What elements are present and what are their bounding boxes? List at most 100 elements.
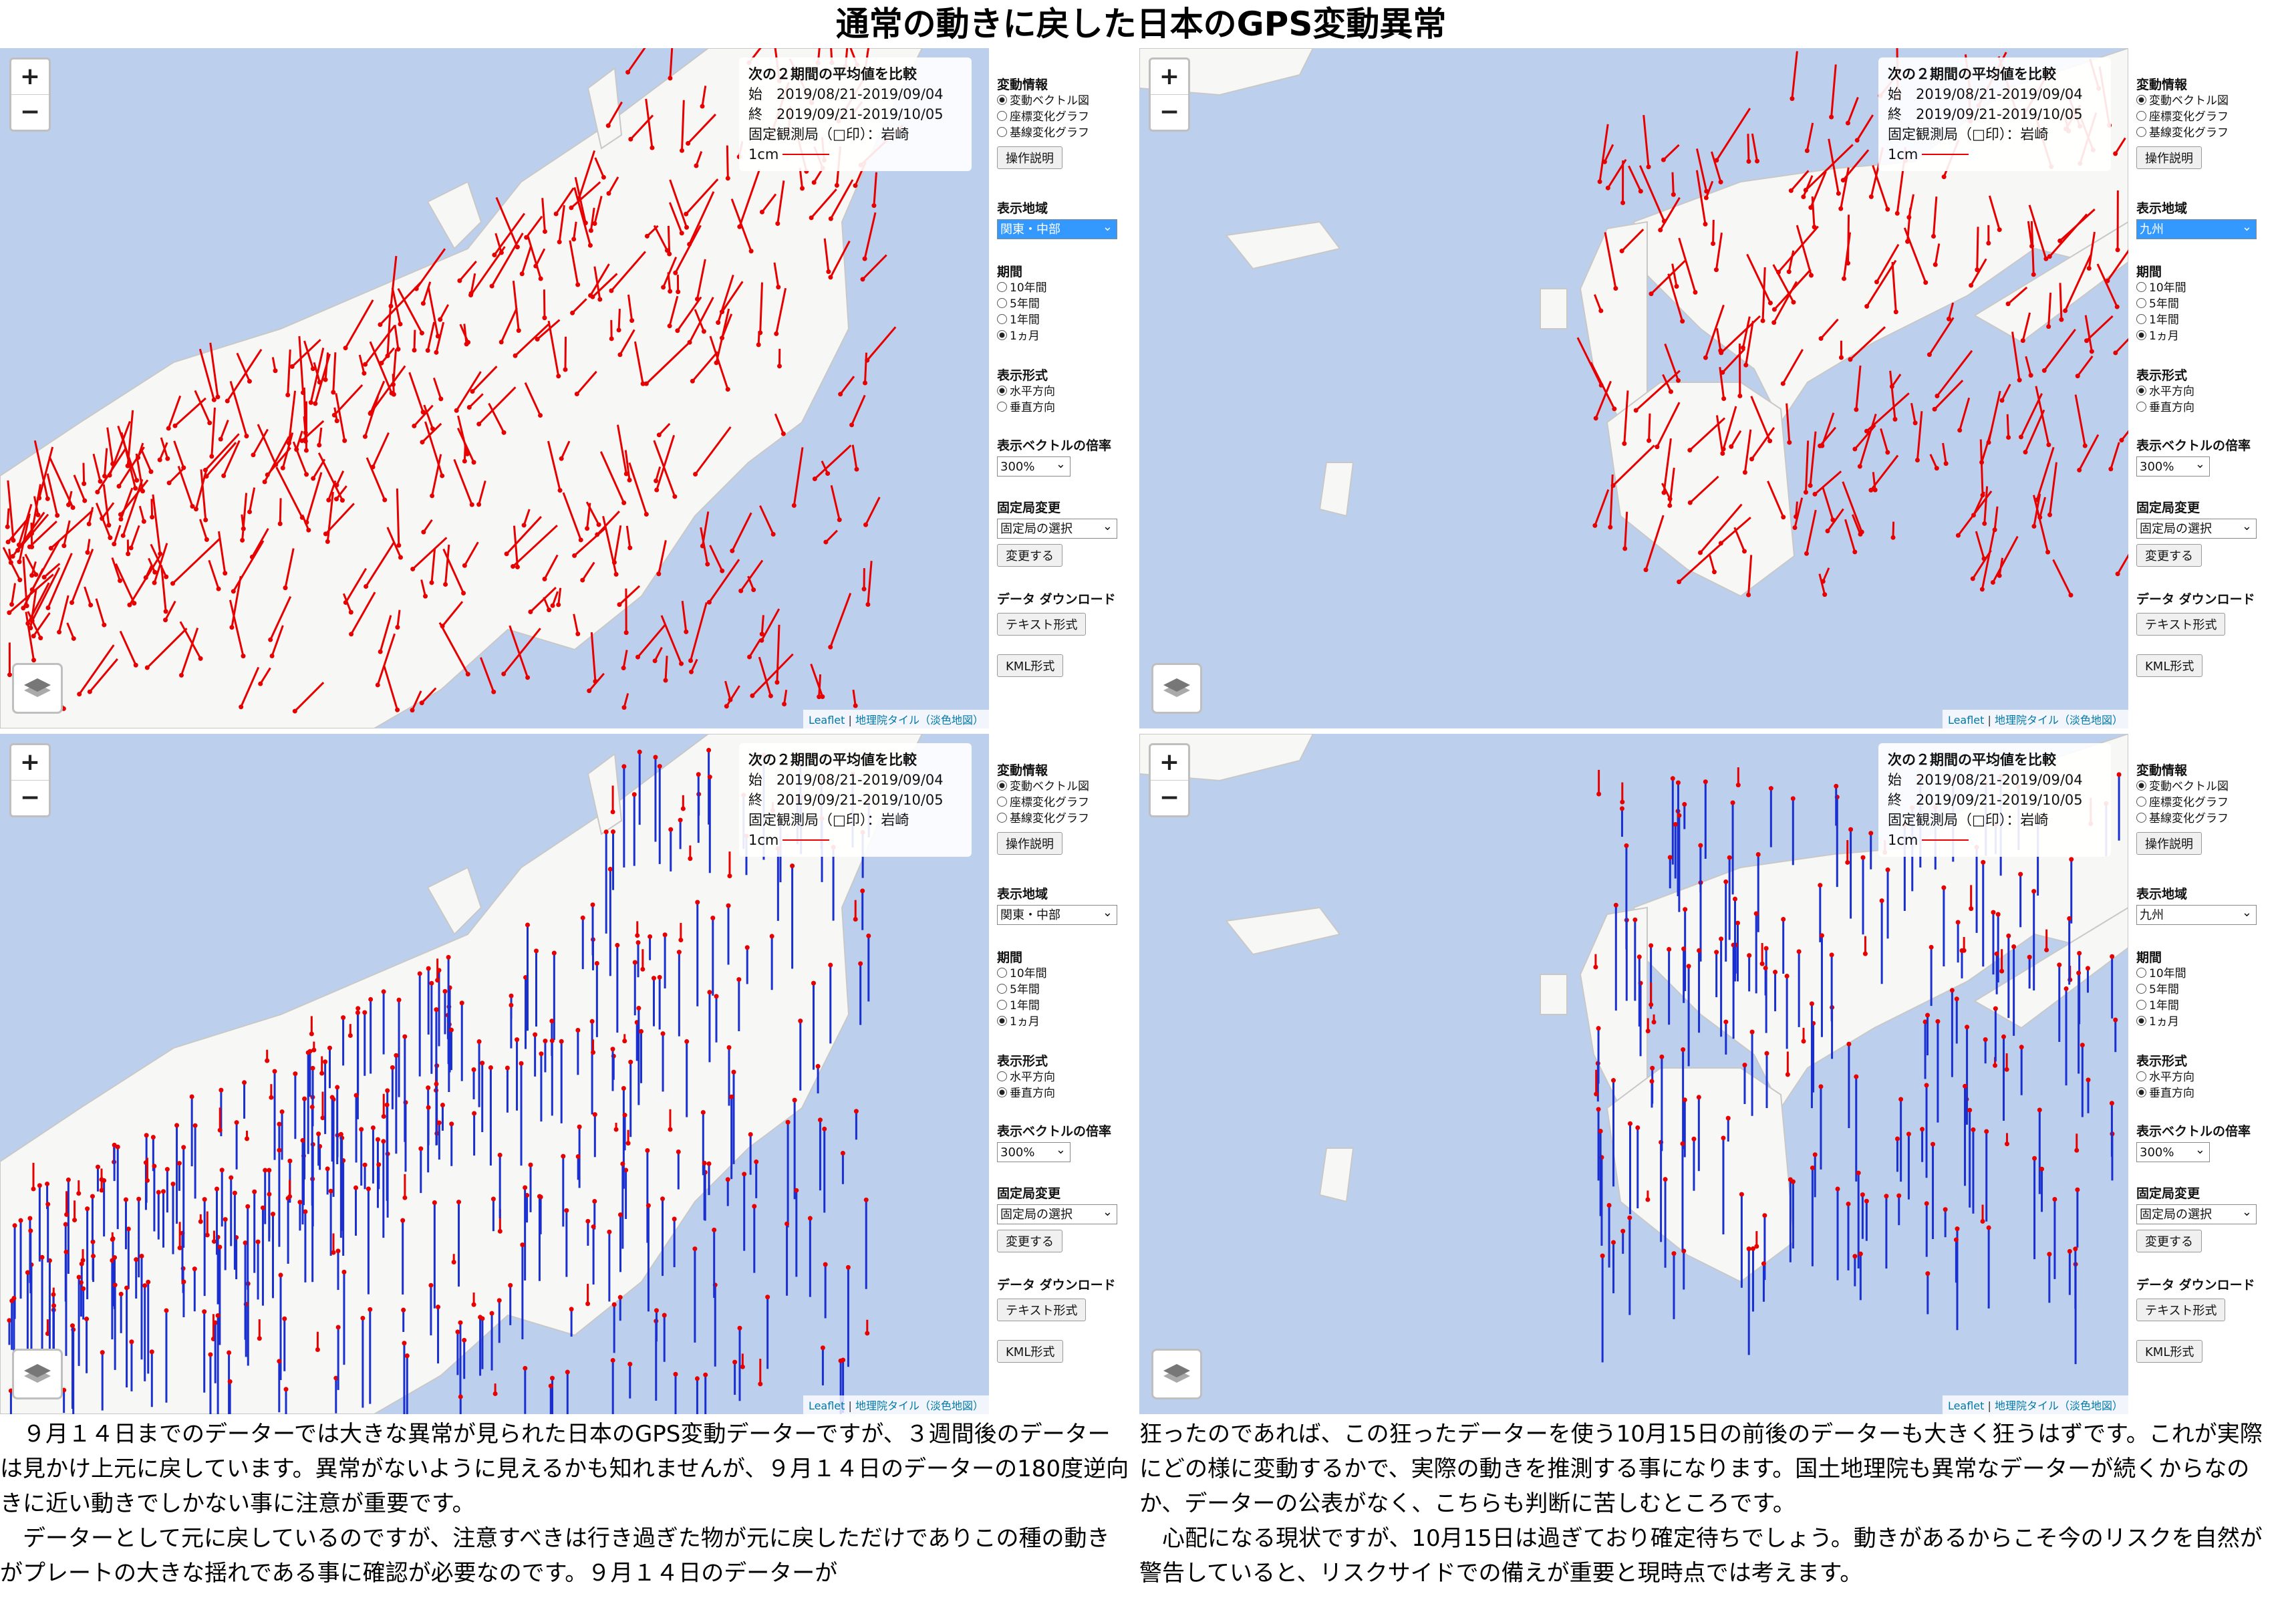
- gps-station-marker[interactable]: [491, 689, 496, 694]
- gps-station-marker[interactable]: [1959, 948, 1965, 953]
- gps-station-marker[interactable]: [496, 1298, 502, 1303]
- gps-station-marker[interactable]: [1912, 420, 1918, 426]
- gps-station-marker[interactable]: [8, 560, 13, 565]
- gps-station-marker[interactable]: [1658, 227, 1663, 233]
- gps-station-marker[interactable]: [88, 602, 94, 607]
- gps-station-marker[interactable]: [2028, 373, 2033, 378]
- gps-station-marker[interactable]: [10, 553, 15, 559]
- gps-station-marker[interactable]: [227, 1379, 233, 1384]
- help-button[interactable]: 操作説明: [2136, 832, 2202, 855]
- gps-station-marker[interactable]: [1598, 382, 1604, 388]
- gps-station-marker[interactable]: [462, 563, 467, 568]
- gps-station-marker[interactable]: [1935, 393, 1940, 398]
- gps-station-marker[interactable]: [1781, 917, 1786, 922]
- gps-station-marker[interactable]: [1750, 1246, 1755, 1251]
- gps-station-marker[interactable]: [1854, 138, 1860, 143]
- gps-station-marker[interactable]: [596, 522, 601, 527]
- gps-station-marker[interactable]: [2086, 266, 2092, 271]
- gps-station-marker[interactable]: [204, 1232, 210, 1238]
- gps-station-marker[interactable]: [45, 605, 51, 610]
- gps-station-marker[interactable]: [623, 471, 629, 477]
- gps-station-marker[interactable]: [1868, 487, 1874, 493]
- info-type-option[interactable]: 座標変化グラフ: [2136, 795, 2267, 811]
- gps-station-marker[interactable]: [426, 1085, 431, 1091]
- gps-station-marker[interactable]: [1613, 902, 1618, 908]
- gps-station-marker[interactable]: [679, 231, 684, 236]
- gps-station-marker[interactable]: [603, 829, 609, 835]
- gps-station-marker[interactable]: [55, 513, 60, 518]
- gps-station-marker[interactable]: [2086, 1077, 2091, 1083]
- zoom-in-button[interactable]: +: [1159, 749, 1180, 776]
- gps-station-marker[interactable]: [701, 329, 706, 334]
- gps-station-marker[interactable]: [610, 1047, 615, 1052]
- gps-station-marker[interactable]: [472, 1111, 477, 1116]
- gps-station-marker[interactable]: [436, 1120, 442, 1125]
- gps-station-marker[interactable]: [815, 1064, 821, 1069]
- gps-station-marker[interactable]: [331, 390, 336, 395]
- gps-station-marker[interactable]: [2080, 1043, 2085, 1048]
- gps-station-marker[interactable]: [1830, 517, 1836, 523]
- kml-download-button[interactable]: KML形式: [997, 1340, 1064, 1363]
- gps-station-marker[interactable]: [141, 519, 146, 524]
- gps-station-marker[interactable]: [370, 1125, 376, 1130]
- gps-station-marker[interactable]: [1845, 120, 1850, 126]
- gps-station-marker[interactable]: [1957, 428, 1963, 433]
- text-download-button[interactable]: テキスト形式: [2136, 613, 2226, 636]
- gps-station-marker[interactable]: [2011, 944, 2017, 950]
- gps-station-marker[interactable]: [163, 618, 168, 623]
- info-type-option[interactable]: 基線変化グラフ: [2136, 811, 2267, 827]
- gps-station-marker[interactable]: [667, 251, 672, 257]
- gps-station-marker[interactable]: [77, 692, 82, 697]
- gps-station-marker[interactable]: [311, 1047, 317, 1053]
- gps-station-marker[interactable]: [229, 1175, 234, 1180]
- gps-station-marker[interactable]: [550, 603, 555, 608]
- gps-station-marker[interactable]: [209, 454, 215, 459]
- gps-station-marker[interactable]: [2073, 1246, 2078, 1252]
- gps-station-marker[interactable]: [828, 275, 833, 280]
- gps-station-marker[interactable]: [511, 564, 516, 569]
- gps-station-marker[interactable]: [498, 340, 504, 345]
- gps-station-marker[interactable]: [27, 1216, 33, 1221]
- gps-station-marker[interactable]: [57, 630, 62, 635]
- gps-station-marker[interactable]: [95, 489, 100, 495]
- gps-station-marker[interactable]: [1812, 491, 1818, 497]
- gps-station-marker[interactable]: [1771, 320, 1777, 325]
- gps-station-marker[interactable]: [653, 755, 658, 760]
- gps-station-marker[interactable]: [1781, 515, 1786, 520]
- gps-station-marker[interactable]: [471, 1067, 476, 1073]
- gps-station-marker[interactable]: [1862, 951, 1868, 956]
- text-download-button[interactable]: テキスト形式: [997, 1299, 1087, 1321]
- leaflet-link[interactable]: Leaflet: [1947, 1399, 1985, 1412]
- gps-station-marker[interactable]: [684, 1039, 690, 1044]
- gps-station-marker[interactable]: [1943, 1207, 1948, 1212]
- gps-station-marker[interactable]: [438, 396, 444, 402]
- gps-station-marker[interactable]: [823, 1262, 828, 1267]
- gps-station-marker[interactable]: [678, 938, 684, 943]
- period-option[interactable]: 10年間: [997, 966, 1128, 982]
- gps-station-marker[interactable]: [1791, 299, 1796, 305]
- gps-station-marker[interactable]: [770, 531, 776, 537]
- gps-station-marker[interactable]: [2043, 256, 2049, 261]
- gps-station-marker[interactable]: [331, 1250, 336, 1255]
- gps-station-marker[interactable]: [785, 1221, 790, 1226]
- gps-station-marker[interactable]: [1620, 1228, 1626, 1234]
- gps-station-marker[interactable]: [2084, 338, 2090, 344]
- gps-station-marker[interactable]: [569, 1307, 574, 1312]
- gps-station-marker[interactable]: [277, 1121, 282, 1127]
- gps-station-marker[interactable]: [1999, 398, 2005, 403]
- gps-station-marker[interactable]: [1808, 483, 1813, 489]
- gps-station-marker[interactable]: [748, 1131, 753, 1137]
- gps-station-marker[interactable]: [316, 1131, 321, 1137]
- gps-station-marker[interactable]: [769, 934, 774, 939]
- zoom-out-button[interactable]: −: [11, 94, 49, 130]
- gps-station-marker[interactable]: [635, 940, 641, 945]
- gps-station-marker[interactable]: [379, 360, 384, 366]
- gps-station-marker[interactable]: [648, 934, 653, 939]
- gps-station-marker[interactable]: [462, 1337, 467, 1343]
- zoom-out-button[interactable]: −: [1151, 94, 1188, 130]
- gps-station-marker[interactable]: [223, 571, 228, 576]
- zoom-in-button[interactable]: +: [19, 749, 41, 776]
- gps-station-marker[interactable]: [732, 1359, 738, 1365]
- gps-station-marker[interactable]: [134, 1257, 139, 1262]
- gps-station-marker[interactable]: [2085, 966, 2090, 971]
